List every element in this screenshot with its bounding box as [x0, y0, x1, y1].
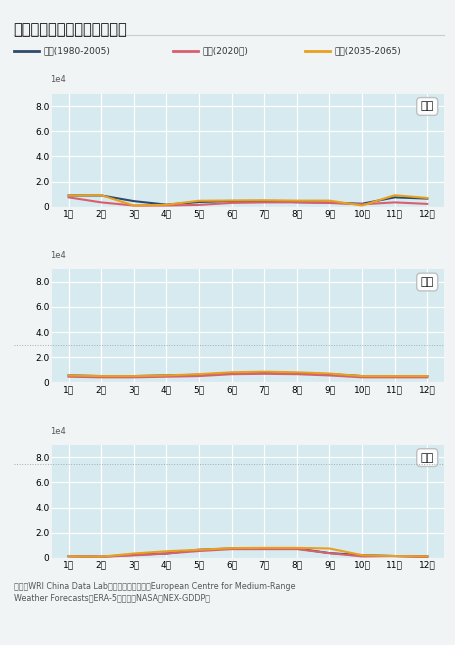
Text: 三省月度降水量极大值趋势图: 三省月度降水量极大值趋势图: [14, 23, 127, 37]
Text: 云南: 云南: [420, 101, 434, 112]
Text: 过去(1980-2005): 过去(1980-2005): [43, 46, 110, 55]
Text: 1e4: 1e4: [51, 251, 66, 260]
Text: 来源：WRI China Data Lab分析，原始数据来自European Centre for Medium-Range
Weather Forecasts: 来源：WRI China Data Lab分析，原始数据来自European C…: [14, 582, 295, 602]
Text: 现在(2020年): 现在(2020年): [202, 46, 248, 55]
Text: 未来(2035-2065): 未来(2035-2065): [334, 46, 401, 55]
Text: 1e4: 1e4: [51, 75, 66, 84]
Text: 西藏: 西藏: [420, 453, 434, 462]
Text: 四川: 四川: [420, 277, 434, 287]
Text: 1e4: 1e4: [51, 426, 66, 435]
